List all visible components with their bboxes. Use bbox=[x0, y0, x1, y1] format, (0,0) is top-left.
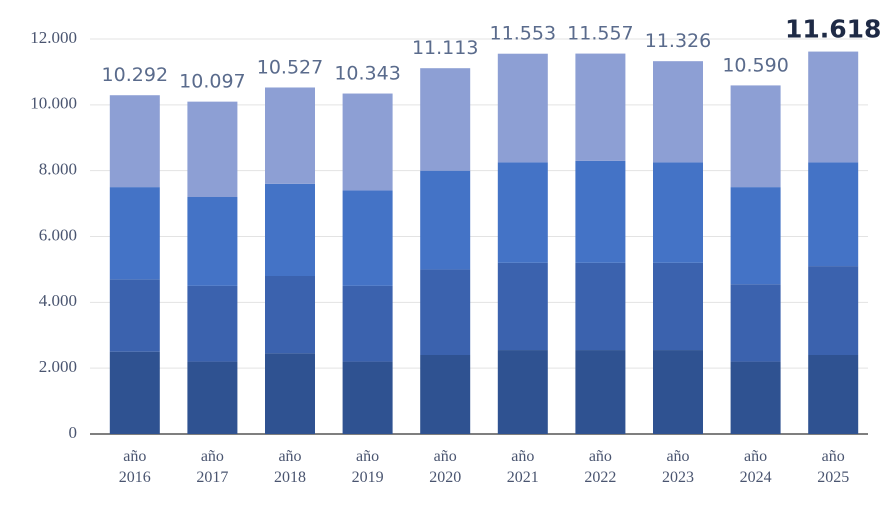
bar-segment bbox=[497, 53, 548, 163]
total-label: 10.292 bbox=[102, 64, 168, 86]
y-tick-label: 8.000 bbox=[39, 160, 77, 179]
bar-segment bbox=[808, 51, 859, 163]
total-label: 10.097 bbox=[179, 71, 245, 93]
bar-segment bbox=[109, 187, 160, 280]
total-label: 10.590 bbox=[722, 54, 788, 76]
bar-segment bbox=[265, 87, 315, 184]
total-label: 11.326 bbox=[645, 30, 711, 52]
bar-segment bbox=[109, 279, 160, 352]
bar-segment bbox=[265, 183, 315, 276]
bar-segment bbox=[653, 262, 703, 351]
bar-segment bbox=[653, 61, 703, 163]
bar-segment bbox=[808, 266, 859, 355]
x-tick-label: año 2017 bbox=[196, 448, 229, 486]
y-tick-label: 2.000 bbox=[39, 357, 77, 376]
x-tick-label: año 2016 bbox=[118, 448, 151, 486]
bar-segment bbox=[420, 355, 471, 434]
bar-segment bbox=[342, 361, 393, 434]
bar-segment bbox=[497, 350, 548, 434]
bar-segment bbox=[808, 355, 859, 434]
y-tick-label: 12.000 bbox=[30, 28, 77, 47]
x-tick-label: año 2024 bbox=[739, 448, 772, 486]
y-tick-label: 10.000 bbox=[30, 94, 77, 113]
x-tick-label: año 2021 bbox=[506, 448, 539, 486]
total-label: 11.557 bbox=[567, 23, 633, 45]
bar-segment bbox=[265, 353, 315, 434]
bar-segment bbox=[730, 187, 781, 285]
bar-segment bbox=[187, 285, 238, 362]
y-tick-label: 6.000 bbox=[39, 225, 77, 244]
bar-segment bbox=[730, 284, 781, 362]
total-label: 11.113 bbox=[412, 37, 478, 59]
total-label: 11.553 bbox=[490, 23, 556, 45]
bar-segment bbox=[730, 361, 781, 434]
bar-segment bbox=[342, 285, 393, 362]
x-tick-label: año 2023 bbox=[662, 448, 694, 486]
bar-segment bbox=[653, 162, 703, 263]
x-tick-label: año 2022 bbox=[584, 448, 617, 486]
bar-segment bbox=[420, 269, 471, 355]
bar-segment bbox=[730, 85, 781, 188]
bar-segment bbox=[342, 93, 393, 191]
x-tick-label: año 2019 bbox=[351, 448, 384, 486]
bar-segment bbox=[342, 190, 393, 286]
y-tick-label: 0 bbox=[69, 423, 78, 442]
bar-segment bbox=[497, 262, 548, 351]
bar-segment bbox=[187, 197, 238, 286]
bar-segment bbox=[109, 351, 160, 434]
bar-segment bbox=[187, 361, 238, 434]
bar-segment bbox=[265, 276, 315, 354]
bar-segment bbox=[575, 262, 626, 351]
total-label: 10.527 bbox=[257, 56, 323, 78]
bar-segment bbox=[575, 160, 626, 263]
bar-segment bbox=[653, 350, 703, 434]
bar-segment bbox=[109, 95, 160, 188]
x-tick-label: año 2025 bbox=[817, 448, 850, 486]
bar-segment bbox=[575, 350, 626, 434]
bar-segment bbox=[808, 162, 859, 267]
bar-segment bbox=[187, 101, 238, 197]
total-label: 10.343 bbox=[334, 63, 400, 85]
bar-segment bbox=[575, 53, 626, 161]
x-tick-label: año 2020 bbox=[429, 448, 462, 486]
bar-segment bbox=[420, 68, 471, 171]
x-tick-label: año 2018 bbox=[274, 448, 306, 486]
bar-segment bbox=[497, 162, 548, 263]
y-tick-label: 4.000 bbox=[39, 291, 77, 310]
total-label: 11.618 bbox=[785, 15, 881, 44]
bar-segment bbox=[420, 170, 471, 270]
